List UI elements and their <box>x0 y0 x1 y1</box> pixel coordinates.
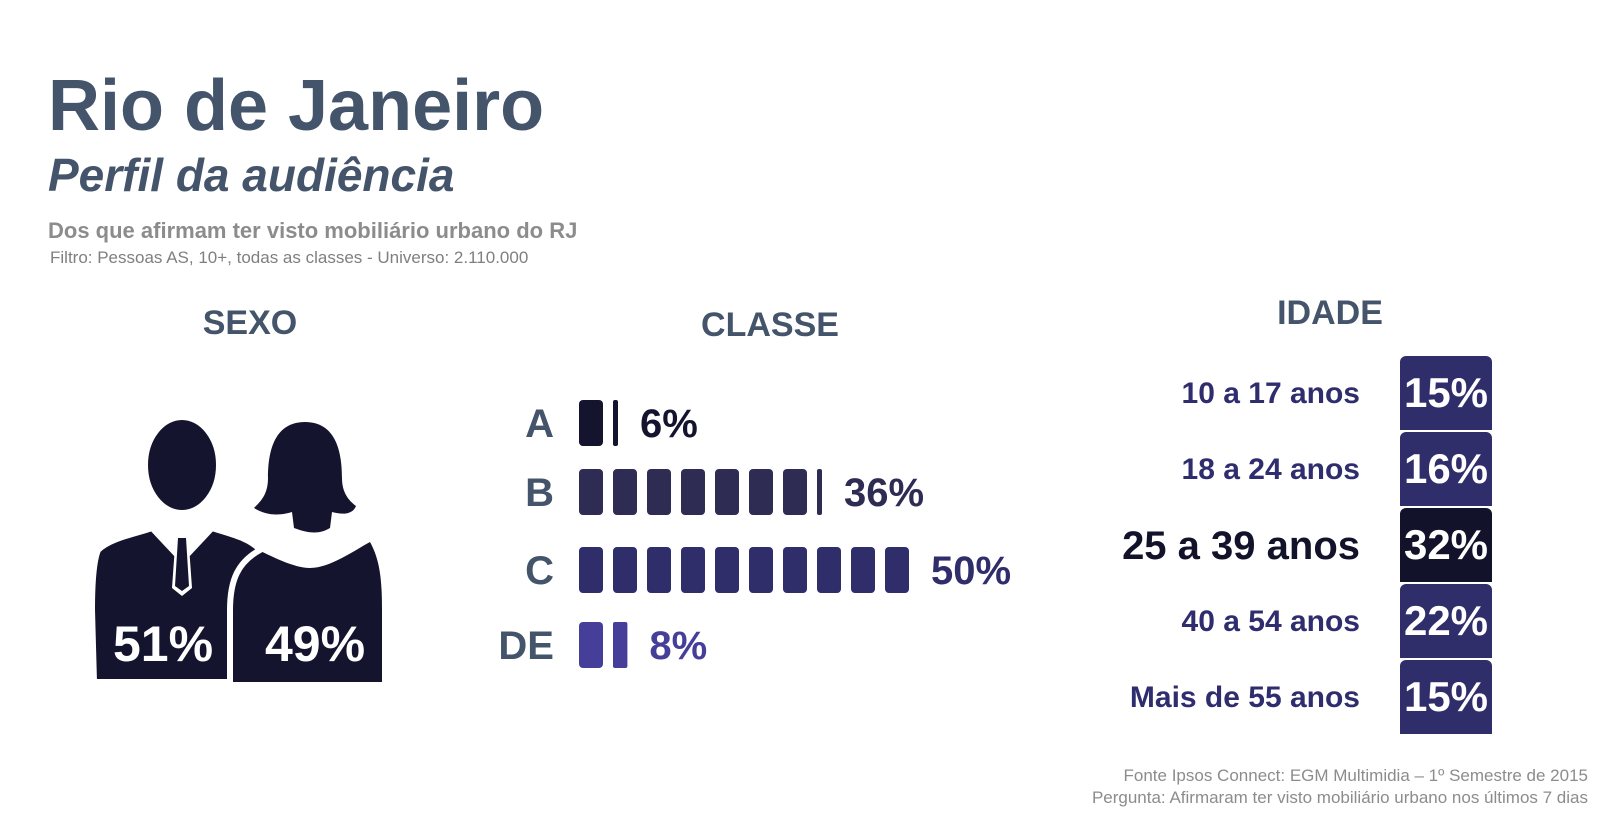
classe-value-label: 8% <box>649 624 707 668</box>
idade-category-label: 25 a 39 anos <box>1122 524 1360 568</box>
idade-value-box: 15% <box>1400 356 1492 430</box>
classe-category-label: C <box>525 549 554 593</box>
idade-row: Mais de 55 anos 15% <box>1060 660 1492 736</box>
sexo-chart: 51% 49% <box>80 410 420 700</box>
idade-row: 25 a 39 anos 32% <box>1060 508 1492 584</box>
classe-bar-segment <box>647 469 671 515</box>
classe-bar-segment <box>647 547 671 593</box>
classe-category-label: DE <box>498 624 554 668</box>
page-title: Rio de Janeiro <box>48 66 545 146</box>
classe-bar-segment <box>613 547 637 593</box>
idade-row: 10 a 17 anos 15% <box>1060 356 1492 432</box>
classe-bar-segment <box>681 547 705 593</box>
tie-icon <box>158 526 206 596</box>
idade-category-label: 18 a 24 anos <box>1181 453 1360 486</box>
idade-row: 18 a 24 anos 16% <box>1060 432 1492 508</box>
filter-note: Filtro: Pessoas AS, 10+, todas as classe… <box>50 248 529 267</box>
female-percent-label: 49% <box>264 616 366 672</box>
description: Dos que afirmam ter visto mobiliário urb… <box>48 218 578 243</box>
classe-title: CLASSE <box>701 306 839 344</box>
classe-bar-segment <box>851 547 875 593</box>
classe-bar-segment <box>715 547 739 593</box>
female-person-icon <box>226 422 382 682</box>
idade-value-box: 32% <box>1400 508 1492 582</box>
question-note: Pergunta: Afirmaram ter visto mobiliário… <box>1091 788 1588 807</box>
classe-bar-segment <box>817 469 822 515</box>
classe-bar-segment <box>749 469 773 515</box>
classe-bar-segment <box>579 622 603 668</box>
classe-chart: A 6% B 36% C 50% DE 8% <box>498 400 1011 668</box>
classe-category-label: B <box>525 471 554 515</box>
classe-bar-segment <box>613 622 628 668</box>
classe-bar-segment <box>749 547 773 593</box>
sexo-icons <box>88 414 382 685</box>
classe-bar-segment <box>613 469 637 515</box>
classe-value-label: 50% <box>931 549 1011 593</box>
male-person-icon <box>88 414 265 685</box>
classe-bar-segment <box>783 547 807 593</box>
source-note: Fonte Ipsos Connect: EGM Multimidia – 1º… <box>1123 766 1589 785</box>
idade-row: 40 a 54 anos 22% <box>1060 584 1492 660</box>
page-subtitle: Perfil da audiência <box>48 149 455 201</box>
idade-category-label: 10 a 17 anos <box>1181 377 1360 410</box>
classe-bar-segment <box>885 547 909 593</box>
idade-category-label: 40 a 54 anos <box>1181 605 1360 638</box>
sexo-title: SEXO <box>202 304 298 342</box>
classe-bar-segment <box>681 469 705 515</box>
classe-bar-segment <box>579 400 603 446</box>
classe-value-label: 6% <box>640 402 698 446</box>
idade-category-label: Mais de 55 anos <box>1129 681 1360 714</box>
classe-bar-segment <box>579 469 603 515</box>
classe-bar-segment <box>613 400 618 446</box>
classe-bar-segment <box>817 547 841 593</box>
classe-bar-segment <box>783 469 807 515</box>
idade-title: IDADE <box>1277 294 1383 332</box>
idade-value-box: 16% <box>1400 432 1492 506</box>
classe-category-label: A <box>525 402 554 446</box>
idade-value-box: 15% <box>1400 660 1492 734</box>
classe-value-label: 36% <box>844 471 924 515</box>
classe-bar-segment <box>579 547 603 593</box>
idade-value-box: 22% <box>1400 584 1492 658</box>
classe-bar-segment <box>715 469 739 515</box>
male-percent-label: 51% <box>112 616 214 672</box>
